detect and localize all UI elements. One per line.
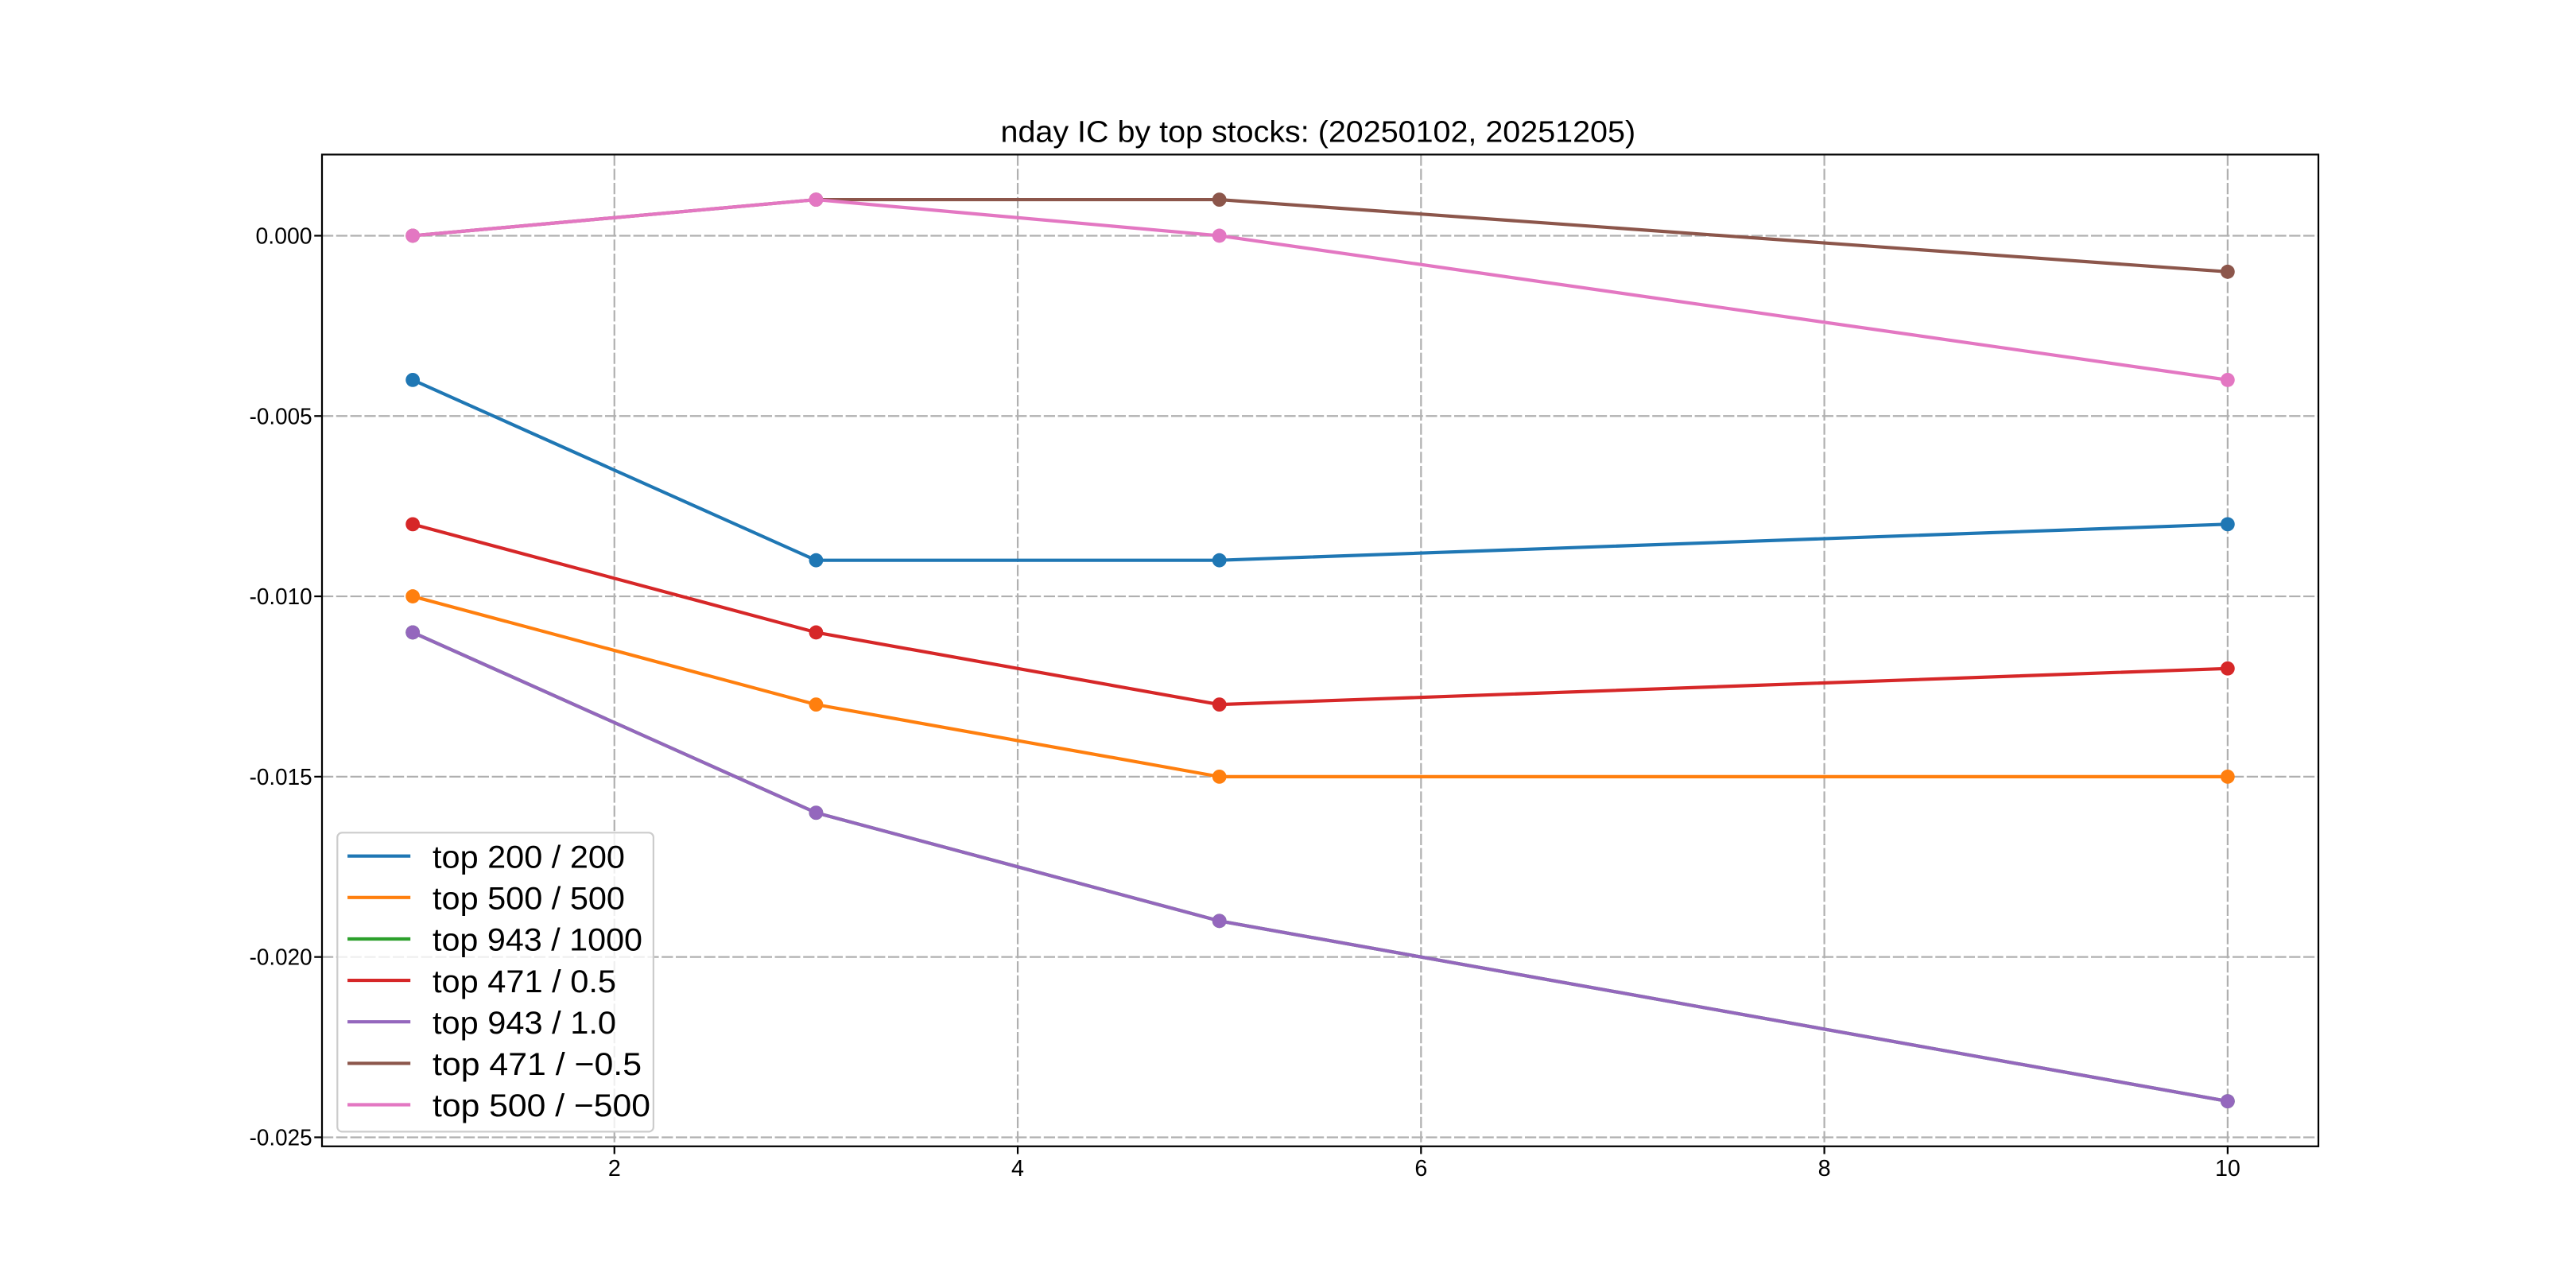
svg-text:6: 6 <box>1414 1156 1427 1181</box>
svg-text:top 943 / 1.0: top 943 / 1.0 <box>433 1006 616 1041</box>
svg-text:top 471 / −0.5: top 471 / −0.5 <box>433 1047 642 1082</box>
svg-text:-0.025: -0.025 <box>250 1126 312 1151</box>
svg-text:top 471 / 0.5: top 471 / 0.5 <box>433 964 616 999</box>
svg-text:-0.015: -0.015 <box>250 765 312 790</box>
svg-text:top 200 / 200: top 200 / 200 <box>433 840 625 875</box>
svg-text:-0.005: -0.005 <box>250 404 312 429</box>
svg-text:2: 2 <box>608 1156 621 1181</box>
svg-text:10: 10 <box>2215 1156 2240 1181</box>
svg-text:top 500 / 500: top 500 / 500 <box>433 882 625 917</box>
svg-text:nday IC by top stocks: (202501: nday IC by top stocks: (20250102, 202512… <box>1001 115 1636 149</box>
svg-text:-0.010: -0.010 <box>250 584 312 610</box>
svg-text:4: 4 <box>1011 1156 1024 1181</box>
svg-text:8: 8 <box>1818 1156 1831 1181</box>
svg-text:top 500 / −500: top 500 / −500 <box>433 1088 650 1123</box>
svg-text:top 943 / 1000: top 943 / 1000 <box>433 923 642 958</box>
svg-text:0.000: 0.000 <box>256 224 312 250</box>
svg-text:-0.020: -0.020 <box>250 945 312 971</box>
